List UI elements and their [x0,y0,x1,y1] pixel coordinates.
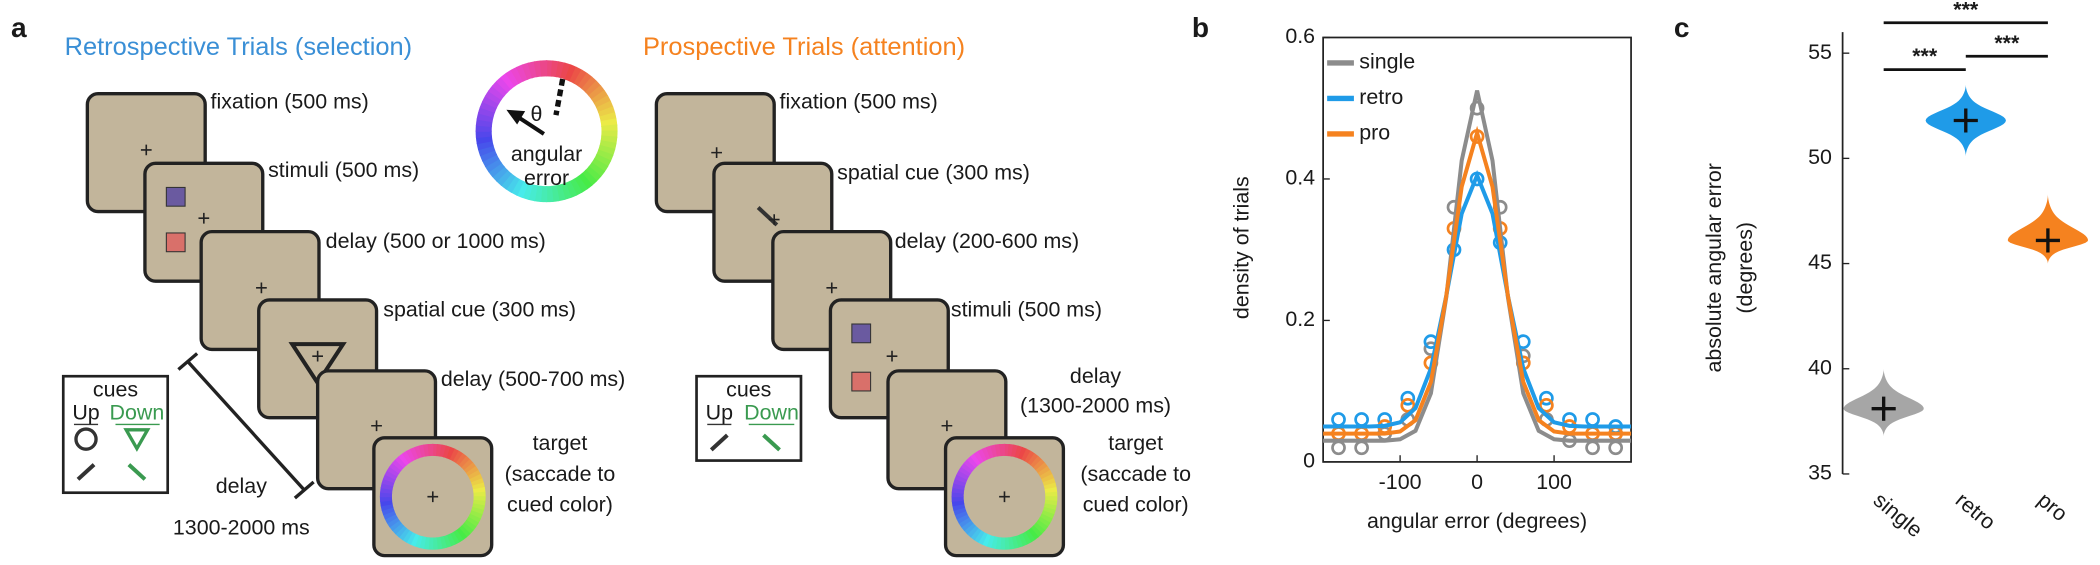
panel-title: Retrospective Trials (selection) [65,33,413,61]
cues-title: cues [93,378,138,402]
panel-label: a [11,12,27,43]
y-axis-title: (degrees) [1733,222,1757,314]
step-label: delay (500-700 ms) [441,367,625,391]
color-wheel [951,443,1058,550]
fit-line [1323,170,1632,429]
significance-label: *** [1994,31,2020,55]
legend-label: single [1359,50,1415,74]
step-label: (1300-2000 ms) [1020,394,1171,418]
wheel-label: angular [511,142,582,166]
theta: θ [531,102,543,126]
step-label: spatial cue (300 ms) [837,161,1030,185]
significance-label: *** [1953,0,1979,21]
cue-up: Up [72,400,99,424]
y-axis-title: density of trials [1229,176,1253,319]
step-label: target [533,431,588,455]
step-label: delay (500 or 1000 ms) [326,229,546,253]
data-point [1400,397,1416,413]
y-tick-label: 50 [1808,145,1832,169]
data-point [1539,397,1554,413]
legend-label: pro [1359,121,1390,145]
mean-marker [1953,108,1978,133]
x-tick-label: single [1869,488,1927,542]
delay-bracket [177,352,315,500]
pro-screens [654,92,1066,558]
data-point [1608,440,1624,456]
step-label: spatial cue (300 ms) [383,297,576,321]
y-tick-label: 45 [1808,250,1832,274]
data-point [1331,440,1346,456]
wheel-label: error [524,166,569,190]
y-tick-label: 0 [1303,449,1315,473]
data-point [1354,412,1369,427]
data-point [1400,390,1416,406]
step-label: (saccade to [505,462,616,486]
x-tick-label: 0 [1471,470,1483,494]
data-point [1469,100,1485,116]
fit-line [1323,125,1632,436]
fit-line [1323,90,1632,443]
step-label: delay [1070,364,1121,388]
delay-label: delay [216,474,267,498]
panel-label: c [1674,12,1690,43]
panel-label: b [1192,12,1209,43]
cues-title: cues [726,378,771,402]
x-tick-label: -100 [1379,470,1422,494]
data-point [1354,440,1369,456]
y-tick-label: 0.4 [1285,166,1315,190]
significance-label: *** [1912,44,1938,68]
delay-label: 1300-2000 ms [173,516,310,540]
data-point [1585,412,1600,427]
y-tick-label: 0.2 [1285,307,1315,331]
y-tick-label: 40 [1808,355,1832,379]
step-label: stimuli (500 ms) [268,158,419,182]
step-label: stimuli (500 ms) [951,297,1102,321]
step-label: delay (200-600 ms) [895,229,1079,253]
y-tick-label: 55 [1808,40,1832,64]
color-wheel [379,443,486,550]
cue-down: Down [110,400,165,424]
x-tick-label: retro [1951,488,2000,535]
y-tick-label: 0.6 [1285,24,1315,48]
step-label: (saccade to [1080,462,1191,486]
legend-label: retro [1359,85,1403,109]
wheel-arrow [506,78,566,136]
y-tick-label: 35 [1808,461,1832,485]
panel-title: Prospective Trials (attention) [643,33,965,61]
step-label: fixation (500 ms) [211,90,369,114]
data-point [1331,412,1346,427]
data-point [1585,440,1600,456]
x-tick-label: 100 [1536,470,1572,494]
mean-marker [1871,396,1896,421]
step-label: fixation (500 ms) [780,90,938,114]
y-axis-title: absolute angular error [1702,163,1726,372]
cues-box [695,374,803,462]
cue-down: Down [744,400,799,424]
step-label: cued color) [507,493,613,517]
x-tick-label: pro [2033,488,2072,526]
cues-box [61,374,170,495]
cue-up: Up [706,400,733,424]
x-axis-title: angular error (degrees) [1367,509,1587,533]
mean-marker [2035,228,2060,253]
data-point [1539,390,1554,406]
step-label: target [1108,431,1163,455]
step-label: cued color) [1083,493,1189,517]
angular-wheel [475,60,618,203]
